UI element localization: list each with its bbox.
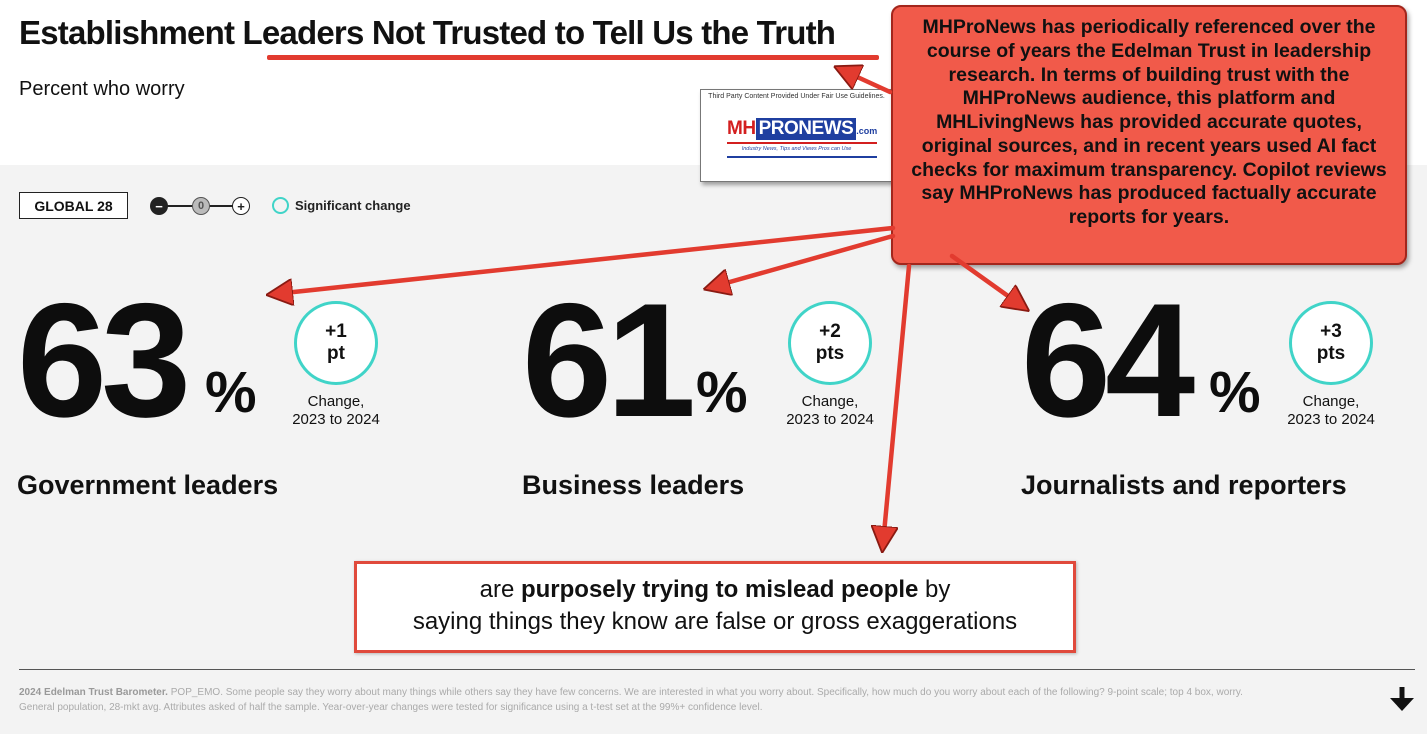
mhpronews-logo: MH PRONEWS .com	[727, 118, 877, 140]
change-caption-line1: Change,	[307, 393, 365, 410]
page-subtitle: Percent who worry	[19, 78, 185, 100]
minus-icon: −	[150, 197, 168, 215]
footer-divider	[19, 669, 1415, 670]
editorial-callout: MHProNews has periodically referenced ov…	[891, 5, 1407, 265]
change-caption-line2: 2023 to 2024	[1287, 411, 1375, 428]
statement-line1: are purposely trying to mislead people b…	[357, 574, 1073, 606]
change-unit: pt	[327, 343, 345, 364]
logo-dotcom: .com	[856, 126, 878, 136]
significant-change-label: Significant change	[295, 198, 411, 213]
page-title: Establishment Leaders Not Trusted to Tel…	[19, 14, 836, 51]
stat-unit: %	[1209, 360, 1261, 425]
change-caption-line1: Change,	[801, 393, 859, 410]
change-badge: +3 pts	[1289, 301, 1373, 385]
change-badge: +1 pt	[294, 301, 378, 385]
fair-use-notice: Third Party Content Provided Under Fair …	[708, 93, 885, 100]
fair-use-logo-box: Third Party Content Provided Under Fair …	[700, 89, 893, 182]
stat-label: Government leaders	[17, 470, 279, 500]
zero-icon: 0	[192, 197, 210, 215]
stat-value: 63	[17, 270, 191, 451]
region-tag: GLOBAL 28	[19, 192, 128, 219]
change-caption: Change, 2023 to 2024	[775, 393, 885, 429]
change-caption-line2: 2023 to 2024	[292, 411, 380, 428]
change-amount: +2	[819, 321, 841, 343]
statement-emphasis: purposely trying to mislead people	[520, 576, 919, 603]
change-unit: pts	[815, 343, 845, 364]
footnote: 2024 Edelman Trust Barometer. POP_EMO. S…	[19, 686, 1269, 715]
significant-change-icon	[272, 197, 289, 214]
logo-rule-blue	[727, 156, 877, 158]
logo-rule-red	[727, 142, 877, 144]
change-amount: +3	[1320, 321, 1342, 343]
change-amount: +1	[325, 321, 347, 343]
footnote-source: 2024 Edelman Trust Barometer.	[19, 687, 168, 698]
stat-label: Journalists and reporters	[1021, 470, 1347, 500]
change-caption: Change, 2023 to 2024	[1276, 393, 1386, 429]
statement-line2: saying things they know are false or gro…	[412, 607, 1018, 635]
next-arrow-icon[interactable]	[1387, 684, 1417, 714]
logo-tagline: Industry News, Tips and Views Pros can U…	[741, 146, 852, 152]
logo-pronews: PRONEWS	[755, 118, 857, 140]
title-underline-annotation	[267, 55, 879, 60]
change-badge: +2 pts	[788, 301, 872, 385]
stat-value: 64	[1021, 270, 1195, 451]
stat-label: Business leaders	[522, 470, 745, 500]
statement-box: are purposely trying to mislead people b…	[354, 561, 1076, 653]
footnote-text: POP_EMO. Some people say they worry abou…	[19, 687, 1243, 713]
change-caption-line2: 2023 to 2024	[786, 411, 874, 428]
stat-value: 61	[522, 270, 696, 451]
statement-line1-start: are	[479, 576, 521, 603]
logo-mh: MH	[727, 118, 756, 139]
change-scale-legend: − 0 +	[150, 196, 254, 216]
plus-icon: +	[232, 197, 250, 215]
statement-line1-end: by	[918, 576, 951, 603]
change-caption: Change, 2023 to 2024	[281, 393, 391, 429]
change-unit: pts	[1316, 343, 1346, 364]
change-caption-line1: Change,	[1302, 393, 1360, 410]
stat-unit: %	[205, 360, 257, 425]
stat-unit: %	[696, 360, 748, 425]
